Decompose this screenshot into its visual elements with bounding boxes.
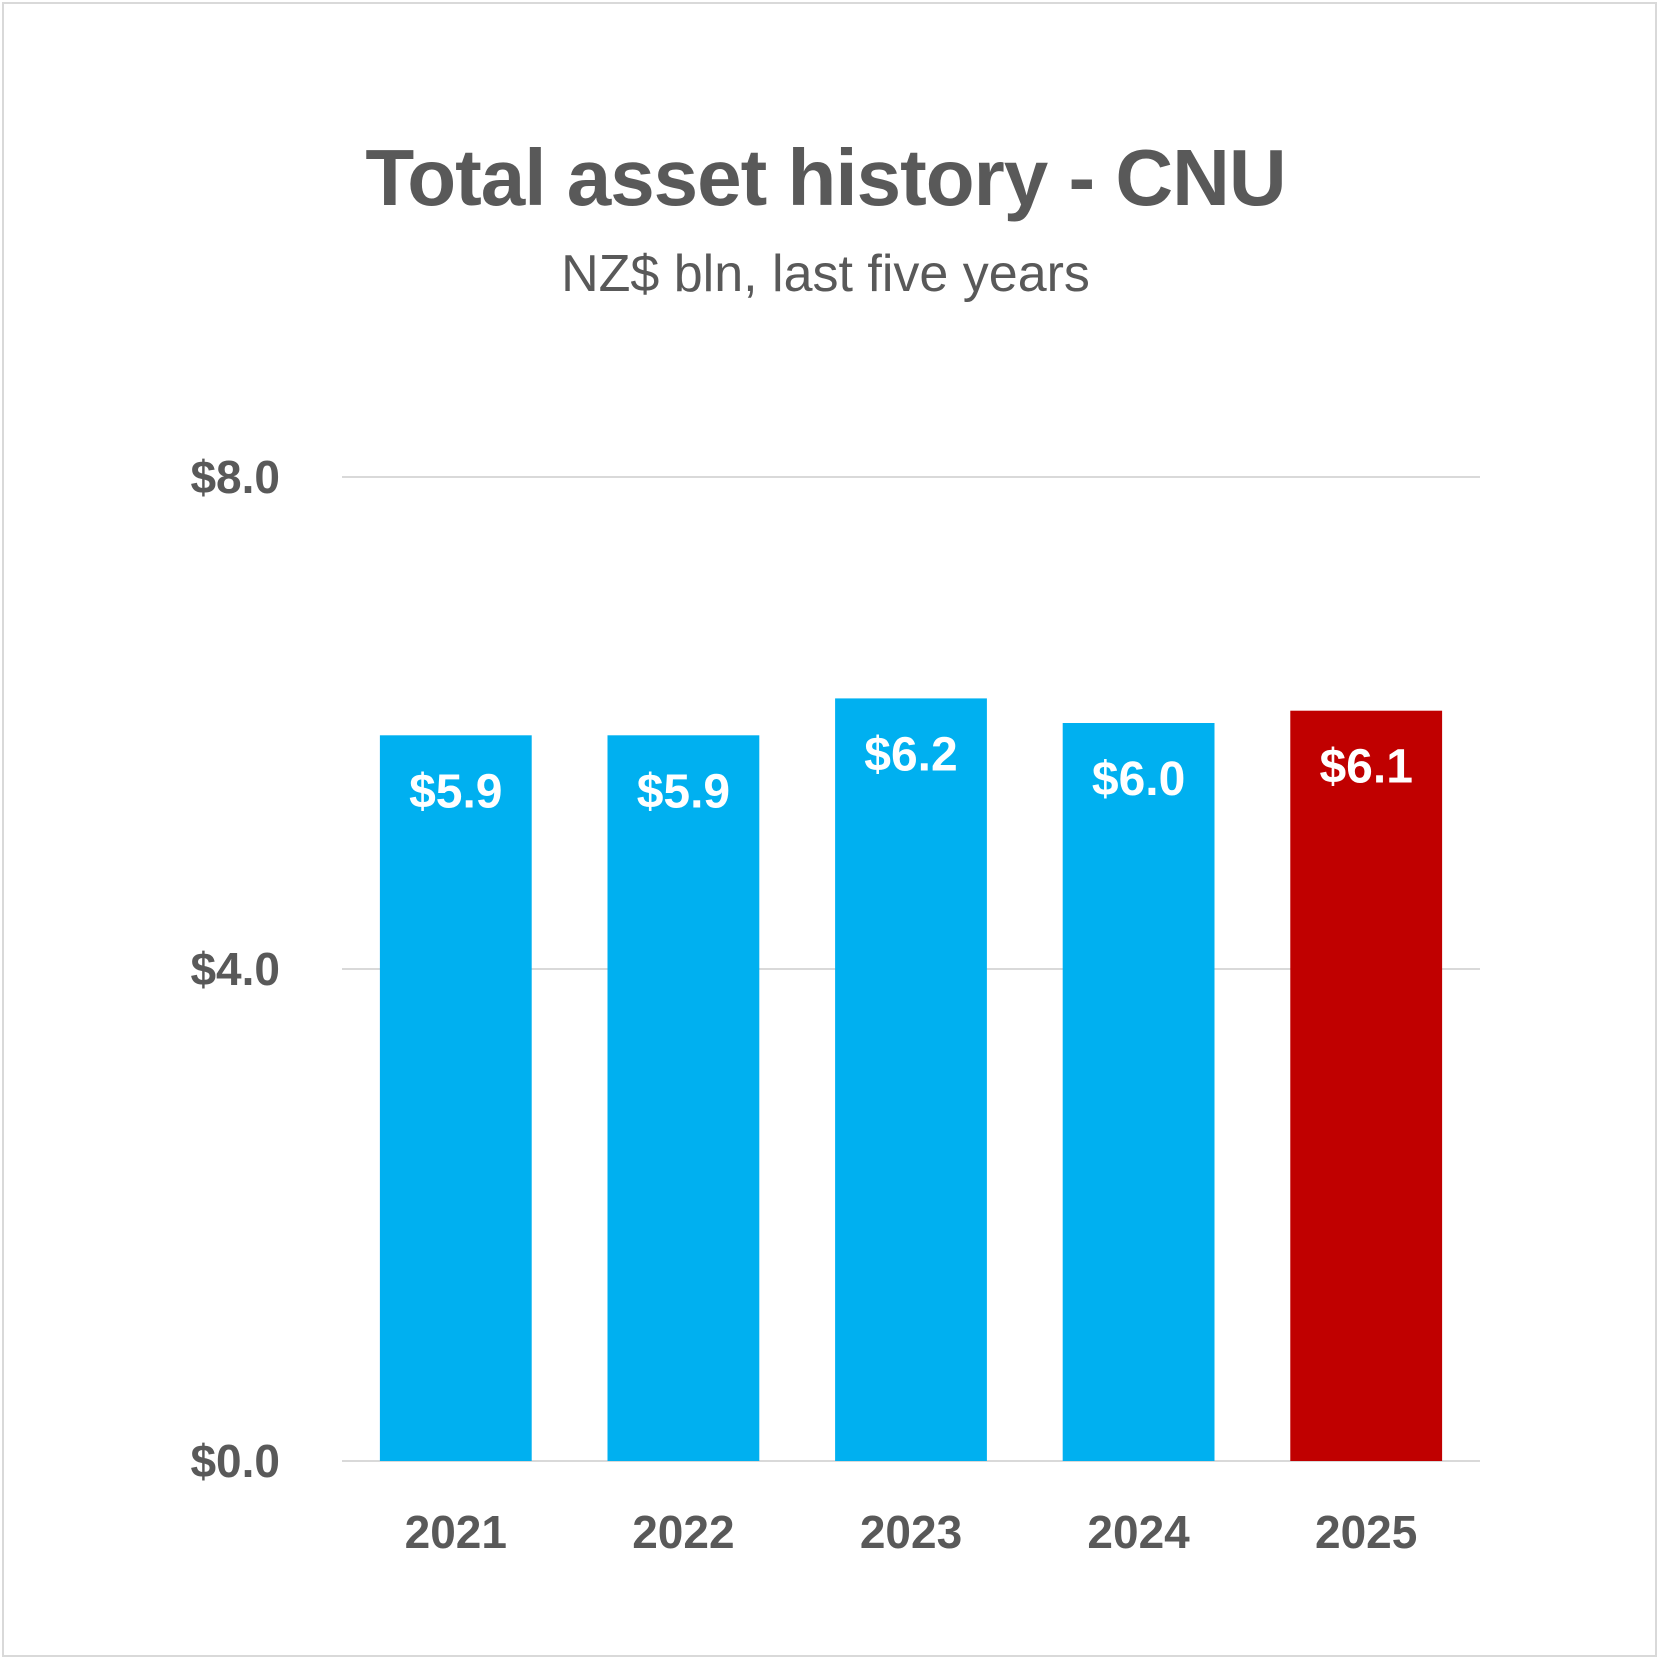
data-label: $6.0	[1092, 753, 1185, 806]
chart-title: Total asset history - CNU	[365, 133, 1286, 222]
x-tick-label: 2024	[1087, 1506, 1190, 1558]
y-tick-label: $8.0	[190, 451, 280, 503]
y-tick-label: $4.0	[190, 943, 280, 995]
y-tick-label: $0.0	[190, 1435, 280, 1487]
bars	[379, 698, 1443, 1461]
bar	[1062, 723, 1215, 1461]
data-label: $6.2	[864, 728, 957, 781]
bar	[1290, 710, 1443, 1461]
x-axis-ticks: 2021 2022 2023 2024 2025	[405, 1506, 1418, 1558]
bar	[607, 735, 760, 1461]
chart-subtitle: NZ$ bln, last five years	[561, 245, 1090, 303]
x-tick-label: 2023	[860, 1506, 962, 1558]
x-tick-label: 2022	[632, 1506, 734, 1558]
bar	[835, 698, 987, 1461]
data-label: $5.9	[409, 765, 502, 818]
data-label: $5.9	[637, 765, 730, 818]
y-axis-ticks: $0.0 $4.0 $8.0	[190, 451, 280, 1487]
data-label: $6.1	[1319, 741, 1412, 794]
x-tick-label: 2021	[405, 1506, 507, 1558]
data-labels: $5.9 $5.9 $6.2 $6.0 $6.1	[409, 728, 1413, 818]
x-tick-label: 2025	[1315, 1506, 1417, 1558]
bar	[379, 735, 532, 1461]
